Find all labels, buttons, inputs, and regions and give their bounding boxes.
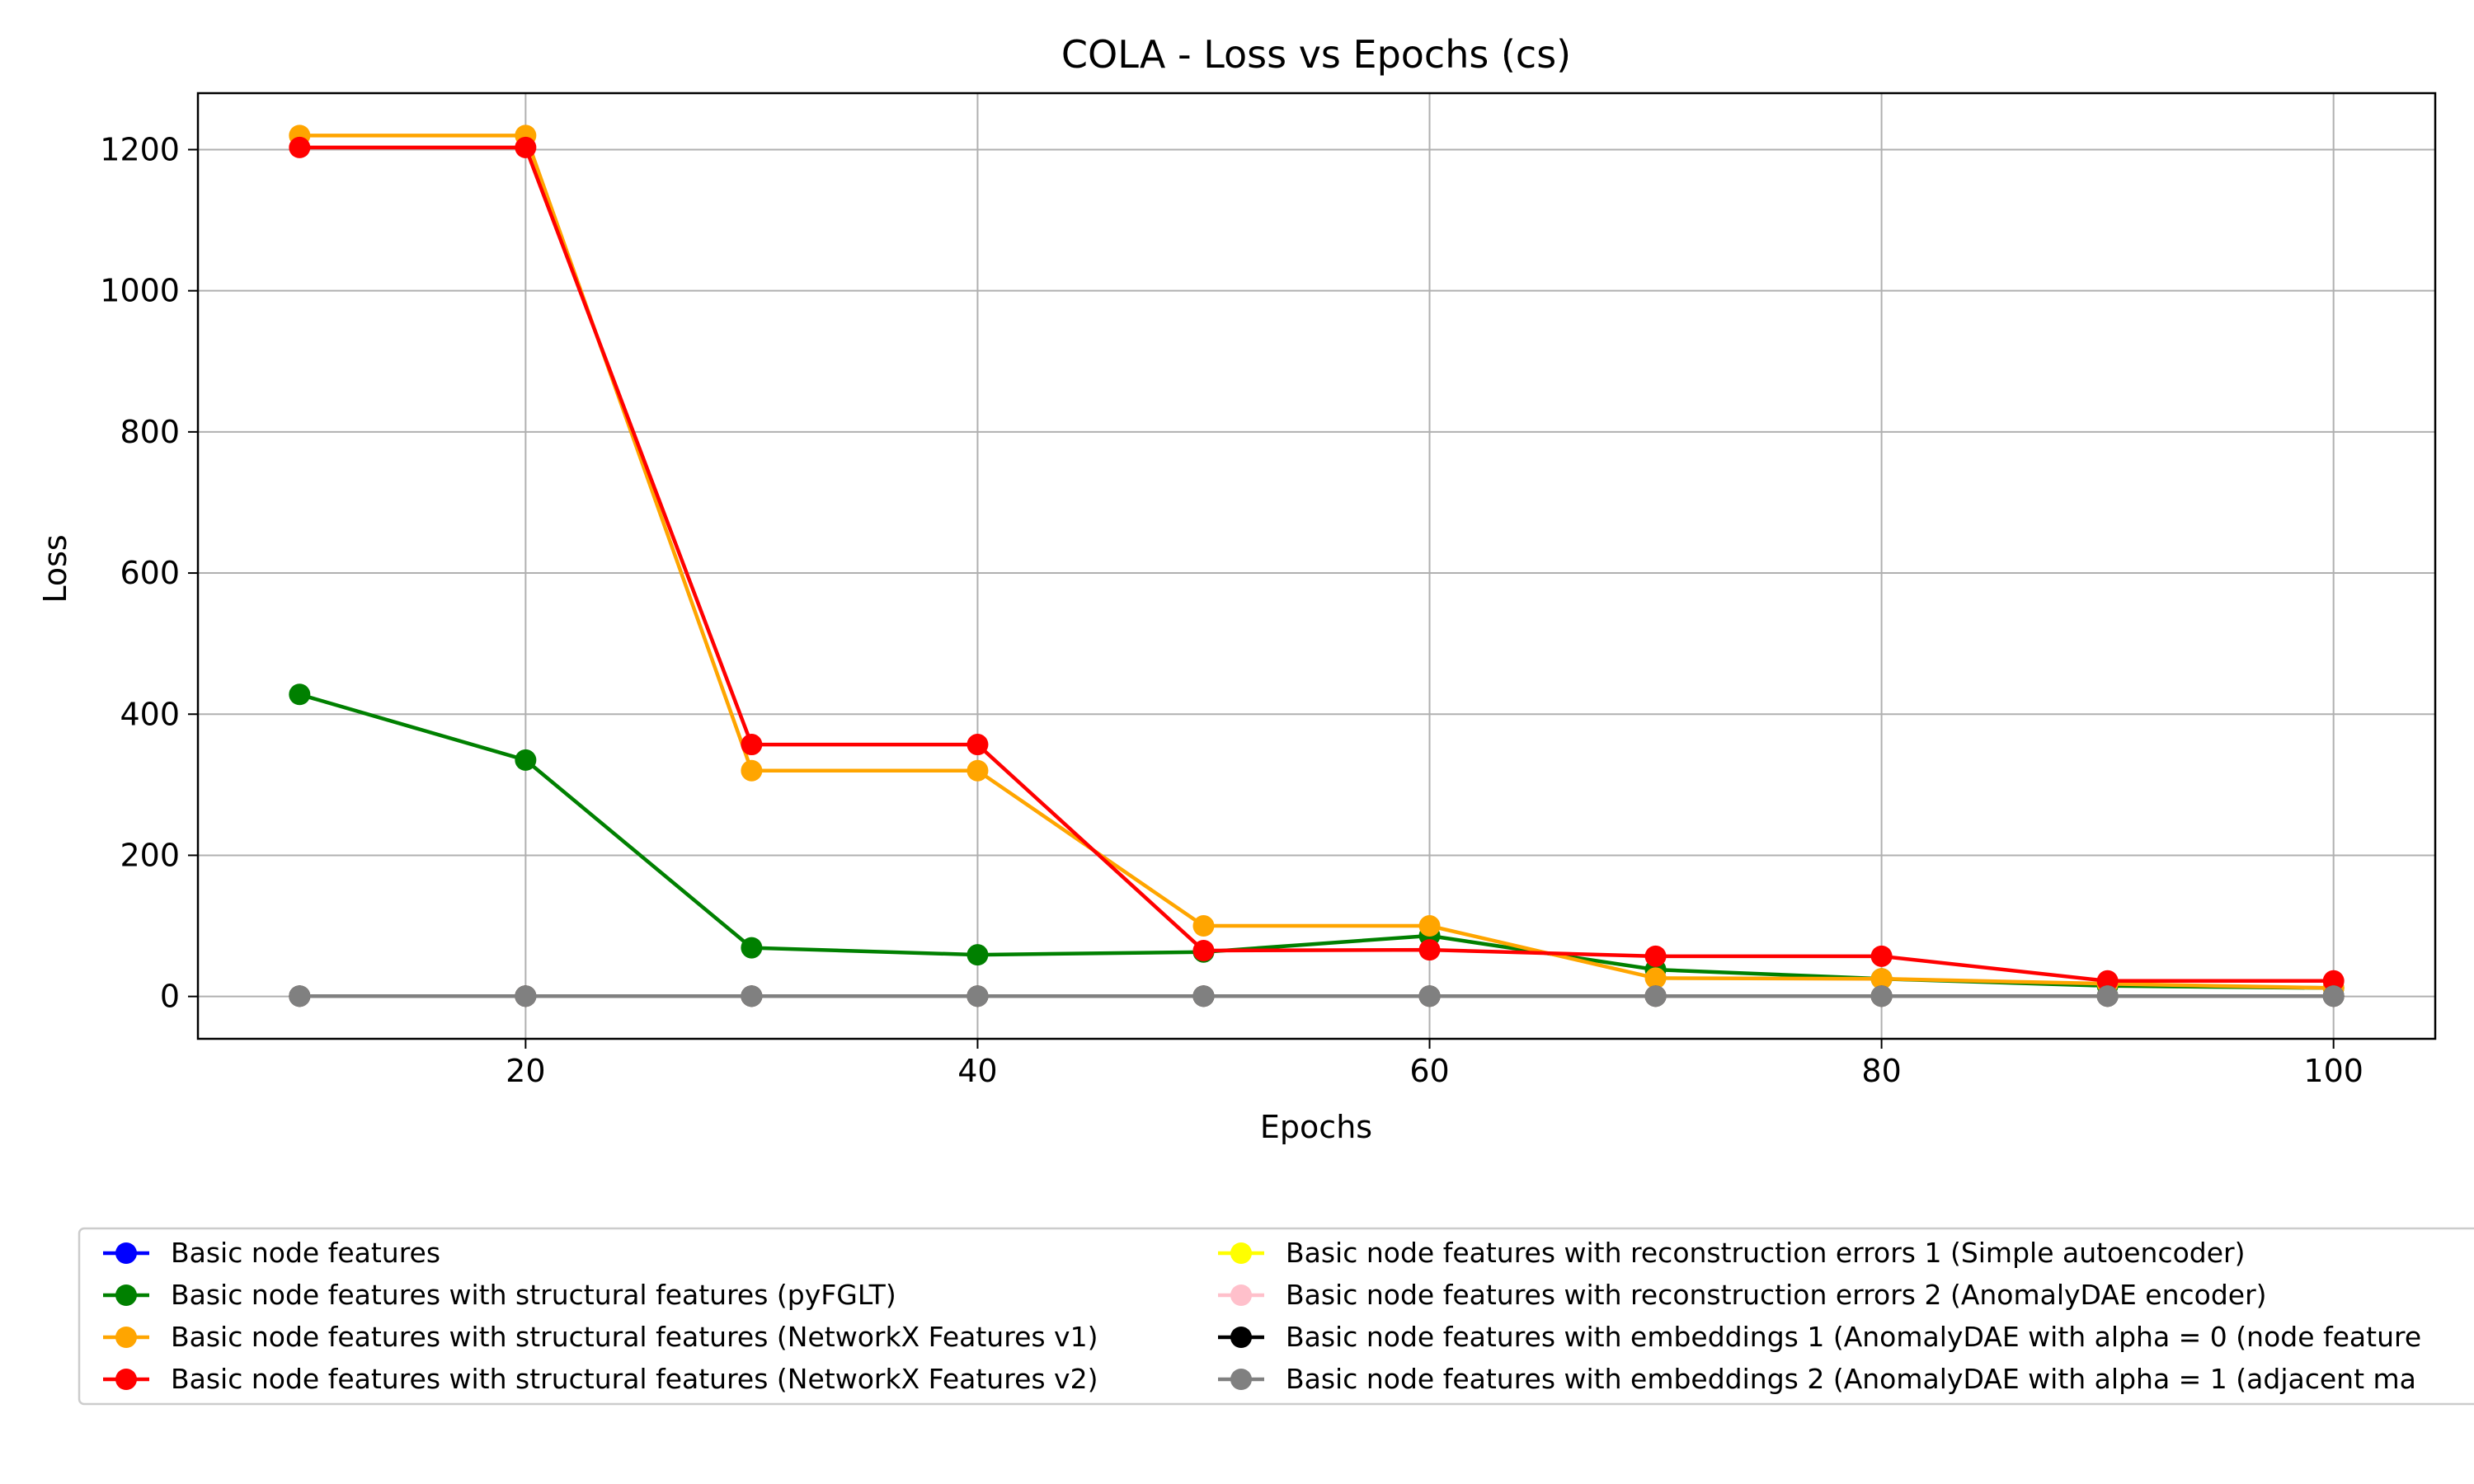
- legend-swatch-marker: [1230, 1242, 1252, 1264]
- x-tick-label: 20: [506, 1053, 545, 1089]
- y-tick-label: 1000: [100, 273, 180, 309]
- legend-label: Basic node features with reconstruction …: [1286, 1237, 2246, 1269]
- data-point: [289, 985, 311, 1007]
- legend-label: Basic node features with structural feat…: [171, 1363, 1098, 1395]
- legend-label: Basic node features: [171, 1237, 440, 1269]
- series-3: [289, 124, 2345, 999]
- series-line: [299, 134, 2334, 990]
- legend-label: Basic node features with reconstruction …: [1286, 1279, 2267, 1311]
- grid-lines: [198, 93, 2435, 1039]
- y-axis-label: Loss: [37, 534, 73, 603]
- data-point: [967, 985, 989, 1007]
- legend-swatch-marker: [115, 1369, 137, 1390]
- legend-swatch-marker: [115, 1327, 137, 1348]
- legend-box: [78, 1227, 2474, 1406]
- legend-item: Basic node features with reconstruction …: [1218, 1237, 2246, 1269]
- x-tick-label: 60: [1409, 1053, 1449, 1089]
- legend-label: Basic node features with structural feat…: [171, 1279, 896, 1311]
- data-point: [1644, 985, 1667, 1007]
- data-point: [741, 734, 763, 756]
- legend-swatch-marker: [115, 1284, 137, 1306]
- series-8: [289, 985, 2345, 1007]
- legend-item: Basic node features with structural feat…: [103, 1363, 1098, 1395]
- legend-item: Basic node features: [103, 1237, 440, 1269]
- y-tick-label: 600: [120, 555, 180, 591]
- x-tick-label: 100: [2303, 1053, 2363, 1089]
- data-point: [741, 985, 763, 1007]
- data-point: [1418, 915, 1441, 937]
- y-tick-label: 1200: [100, 131, 180, 167]
- plot-frame: [196, 92, 2437, 1040]
- y-tick-label: 800: [120, 414, 180, 450]
- data-point: [1192, 985, 1215, 1007]
- data-point: [1418, 985, 1441, 1007]
- data-point: [2322, 985, 2345, 1007]
- series-line: [299, 693, 2334, 990]
- data-point: [741, 937, 763, 959]
- legend-swatch-marker: [1230, 1284, 1252, 1306]
- data-point: [289, 136, 311, 158]
- series-line: [299, 145, 2334, 984]
- data-point: [1870, 945, 1893, 967]
- y-tick-label: 400: [120, 696, 180, 732]
- x-axis-ticks: 20 40 60 80 100: [506, 1039, 2363, 1089]
- data-point: [967, 759, 989, 782]
- legend-label: Basic node features with embeddings 2 (A…: [1286, 1363, 2416, 1395]
- data-point: [1192, 940, 1215, 962]
- data-point: [967, 944, 989, 966]
- data-point: [515, 749, 537, 771]
- legend-item: Basic node features with structural feat…: [103, 1279, 896, 1311]
- legend-item: Basic node features with embeddings 1 (A…: [1218, 1321, 2421, 1353]
- data-point: [1644, 967, 1667, 989]
- data-point: [1870, 985, 1893, 1007]
- data-point: [289, 683, 311, 706]
- x-tick-label: 80: [1861, 1053, 1901, 1089]
- legend-label: Basic node features with structural feat…: [171, 1321, 1098, 1353]
- data-point: [515, 136, 537, 158]
- data-point: [1644, 945, 1667, 967]
- data-point: [741, 759, 763, 782]
- y-axis-ticks: 0 200 400 600 800 1000 1200: [100, 131, 198, 1015]
- legend-label: Basic node features with embeddings 1 (A…: [1286, 1321, 2421, 1353]
- x-axis-label: Epochs: [1260, 1109, 1372, 1145]
- y-tick-label: 200: [120, 837, 180, 873]
- legend-item: Basic node features with structural feat…: [103, 1321, 1098, 1353]
- legend: Basic node features Basic node features w…: [78, 1227, 2474, 1406]
- data-point: [515, 985, 537, 1007]
- data-series: [289, 124, 2345, 1007]
- series-4: [289, 136, 2345, 992]
- y-tick-label: 0: [160, 979, 180, 1015]
- legend-swatch-marker: [115, 1242, 137, 1264]
- data-point: [1418, 939, 1441, 961]
- legend-swatch-marker: [1230, 1327, 1252, 1348]
- chart-title: COLA - Loss vs Epochs (cs): [1061, 32, 1571, 77]
- data-point: [967, 734, 989, 756]
- data-point: [2096, 985, 2119, 1007]
- legend-swatch-marker: [1230, 1369, 1252, 1390]
- data-point: [2322, 970, 2345, 992]
- data-point: [1192, 915, 1215, 937]
- legend-item: Basic node features with reconstruction …: [1218, 1279, 2267, 1311]
- x-tick-label: 40: [957, 1053, 997, 1089]
- legend-item: Basic node features with embeddings 2 (A…: [1218, 1363, 2416, 1395]
- data-point: [1870, 968, 1893, 990]
- data-point: [2096, 970, 2119, 992]
